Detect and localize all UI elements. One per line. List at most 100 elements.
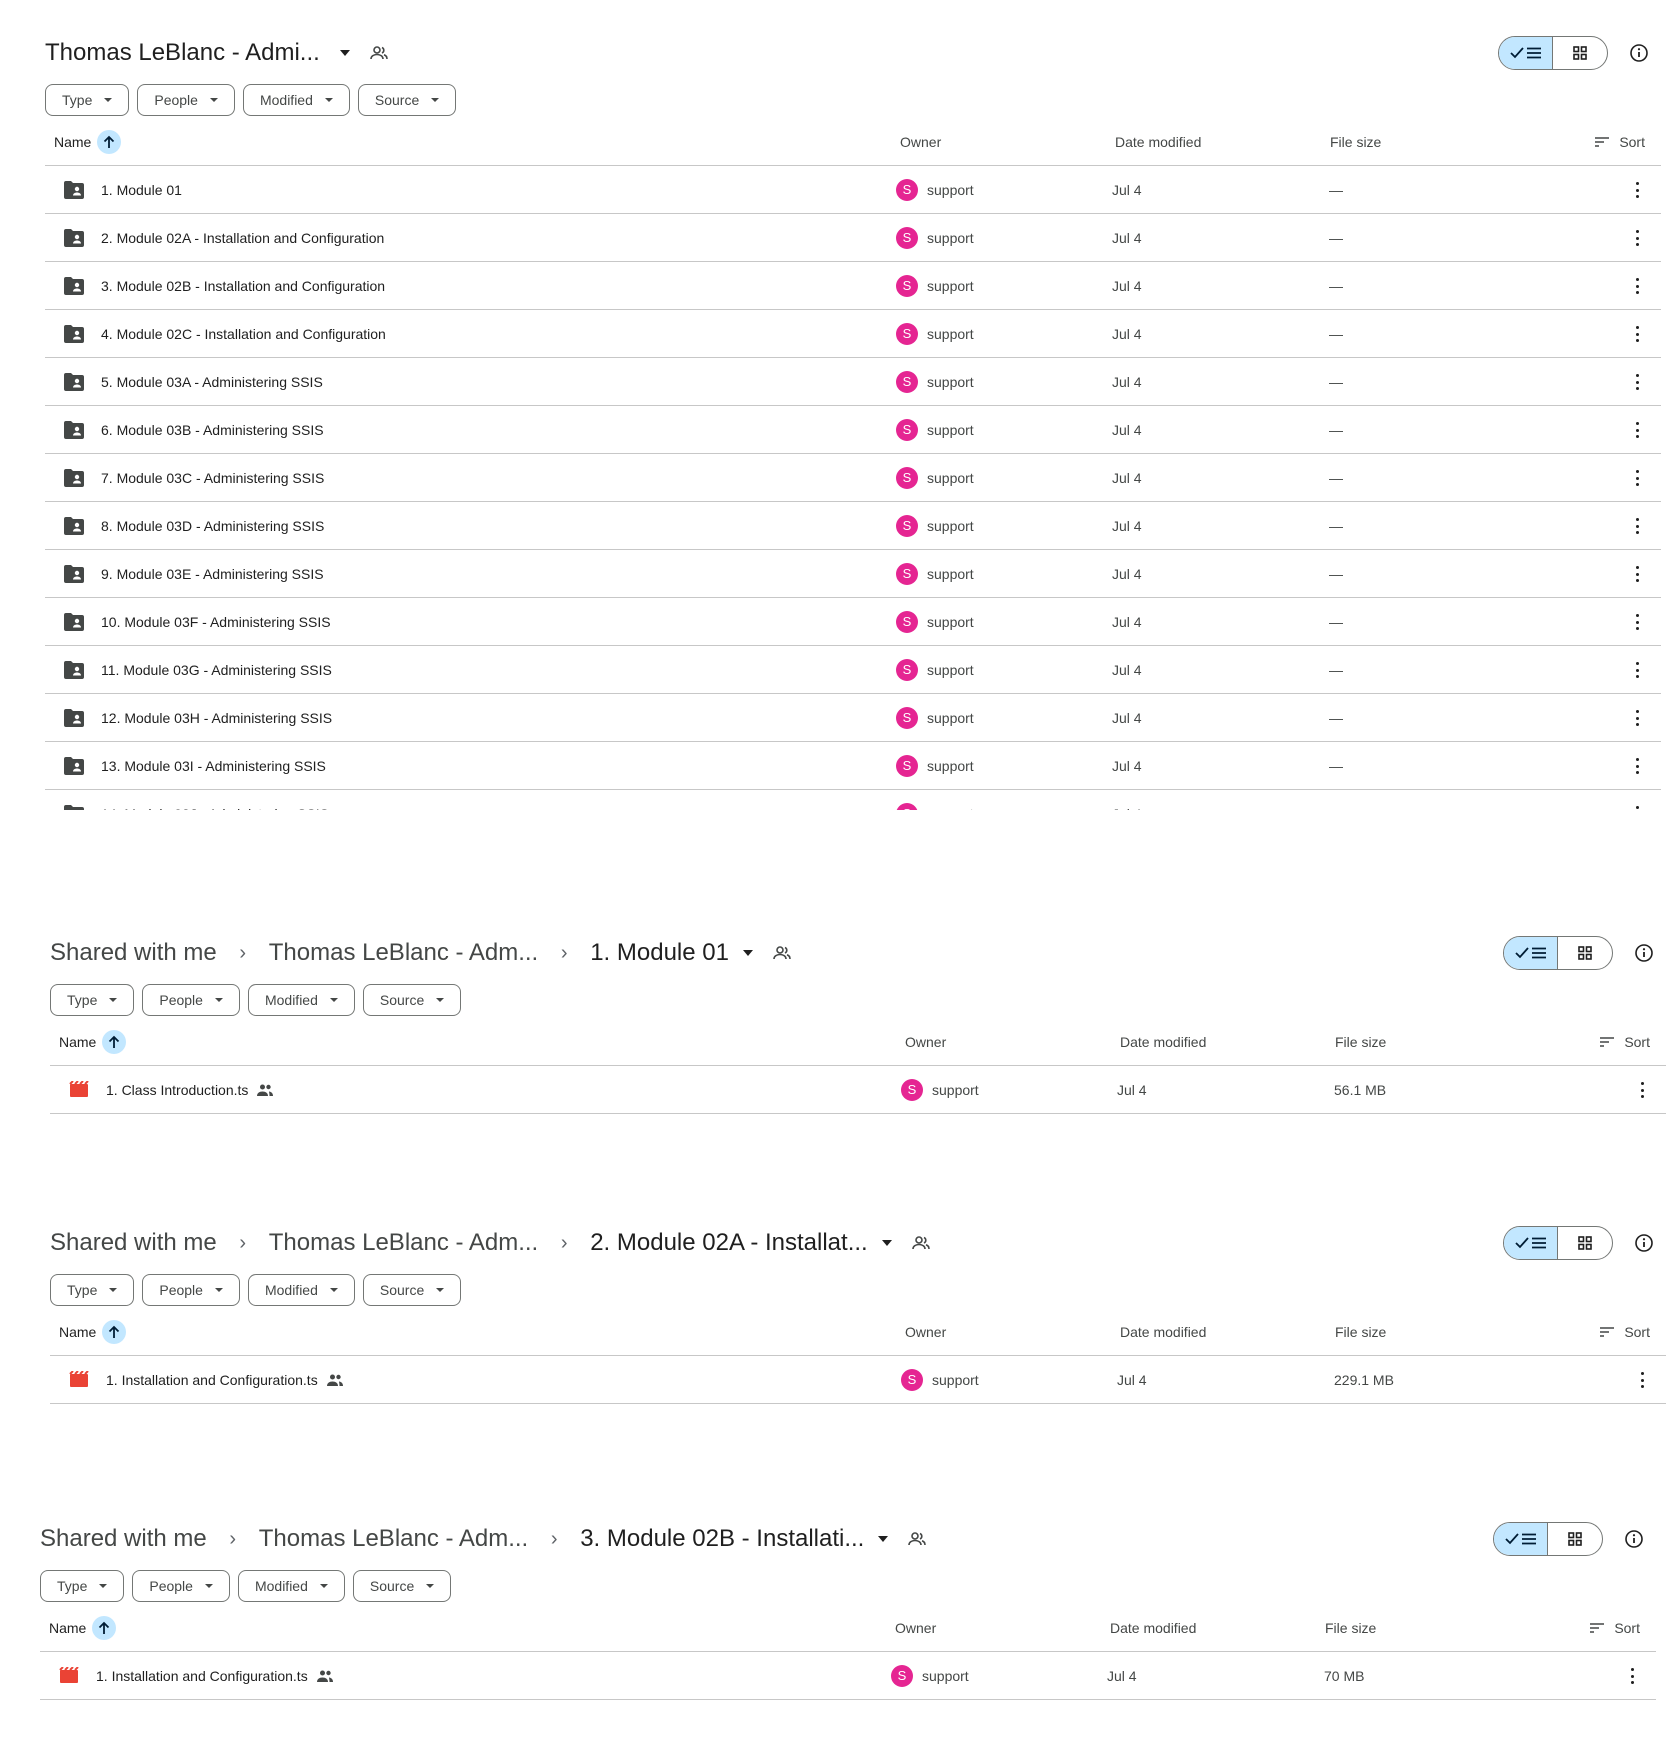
caret-down-icon[interactable] <box>881 1240 892 1246</box>
grid-view-button[interactable] <box>1558 937 1612 969</box>
filter-modified[interactable]: Modified <box>247 984 355 1016</box>
table-row[interactable]: 4. Module 02C - Installation and Configu… <box>45 310 1661 358</box>
file-name[interactable]: 1. Module 01 <box>101 182 182 198</box>
more-actions-icon[interactable] <box>1635 326 1639 342</box>
file-name[interactable]: 14. Module 03J - Administering SSIS <box>101 806 329 811</box>
filter-source[interactable]: Source <box>362 984 462 1016</box>
sort-button[interactable]: Sort <box>1600 1034 1650 1050</box>
table-row[interactable]: 2. Module 02A - Installation and Configu… <box>45 214 1661 262</box>
breadcrumb-parent[interactable]: Thomas LeBlanc - Adm... <box>258 1525 529 1552</box>
more-actions-icon[interactable] <box>1635 758 1639 774</box>
more-actions-icon[interactable] <box>1635 470 1639 486</box>
filter-modified[interactable]: Modified <box>247 1274 355 1306</box>
info-icon[interactable] <box>1634 943 1654 963</box>
file-name[interactable]: 9. Module 03E - Administering SSIS <box>101 566 324 582</box>
info-icon[interactable] <box>1634 1233 1654 1253</box>
filter-type[interactable]: Type <box>50 984 135 1016</box>
grid-view-button[interactable] <box>1558 1227 1612 1259</box>
column-file-size[interactable]: File size <box>1325 1619 1377 1636</box>
more-actions-icon[interactable] <box>1635 710 1639 726</box>
filter-modified[interactable]: Modified <box>237 1570 345 1602</box>
caret-down-icon[interactable] <box>878 1536 889 1542</box>
more-actions-icon[interactable] <box>1635 662 1639 678</box>
sort-button[interactable]: Sort <box>1600 1324 1650 1340</box>
column-owner[interactable]: Owner <box>905 1323 947 1340</box>
breadcrumb-shared-with-me[interactable]: Shared with me <box>40 1525 207 1552</box>
column-name[interactable]: Name <box>54 129 122 154</box>
sort-button[interactable]: Sort <box>1590 1620 1640 1636</box>
more-actions-icon[interactable] <box>1635 422 1639 438</box>
breadcrumb-parent[interactable]: Thomas LeBlanc - Adm... <box>268 939 539 966</box>
file-name[interactable]: 12. Module 03H - Administering SSIS <box>101 710 332 726</box>
table-row[interactable]: 3. Module 02B - Installation and Configu… <box>45 262 1661 310</box>
column-file-size[interactable]: File size <box>1335 1323 1387 1340</box>
grid-view-button[interactable] <box>1548 1523 1602 1555</box>
file-name[interactable]: 13. Module 03I - Administering SSIS <box>101 758 326 774</box>
table-row[interactable]: 14. Module 03J - Administering SSIS Ssupp… <box>45 790 1661 810</box>
filter-modified[interactable]: Modified <box>242 84 350 116</box>
breadcrumb-current[interactable]: 3. Module 02B - Installati... <box>580 1525 865 1552</box>
filter-source[interactable]: Source <box>362 1274 462 1306</box>
breadcrumb-shared-with-me[interactable]: Shared with me <box>50 1229 217 1256</box>
filter-people[interactable]: People <box>142 984 240 1016</box>
filter-people[interactable]: People <box>142 1274 240 1306</box>
file-name[interactable]: 3. Module 02B - Installation and Configu… <box>101 278 385 294</box>
column-date-modified[interactable]: Date modified <box>1120 1323 1207 1340</box>
file-name[interactable]: 5. Module 03A - Administering SSIS <box>101 374 323 390</box>
filter-people[interactable]: People <box>137 84 235 116</box>
more-actions-icon[interactable] <box>1640 1372 1644 1388</box>
column-date-modified[interactable]: Date modified <box>1110 1619 1197 1636</box>
column-owner[interactable]: Owner <box>895 1619 937 1636</box>
more-actions-icon[interactable] <box>1635 614 1639 630</box>
list-view-button[interactable] <box>1504 937 1559 969</box>
column-date-modified[interactable]: Date modified <box>1115 133 1202 150</box>
sort-ascending-icon[interactable] <box>102 1319 127 1344</box>
more-actions-icon[interactable] <box>1635 566 1639 582</box>
grid-view-button[interactable] <box>1553 37 1607 69</box>
file-name[interactable]: 2. Module 02A - Installation and Configu… <box>101 230 384 246</box>
column-file-size[interactable]: File size <box>1330 133 1382 150</box>
more-actions-icon[interactable] <box>1635 182 1639 198</box>
file-name[interactable]: 6. Module 03B - Administering SSIS <box>101 422 324 438</box>
more-actions-icon[interactable] <box>1635 374 1639 390</box>
file-name[interactable]: 1. Class Introduction.ts <box>106 1082 274 1098</box>
sort-ascending-icon[interactable] <box>97 129 122 154</box>
file-name[interactable]: 10. Module 03F - Administering SSIS <box>101 614 331 630</box>
column-owner[interactable]: Owner <box>905 1033 947 1050</box>
info-icon[interactable] <box>1624 1529 1644 1549</box>
more-actions-icon[interactable] <box>1635 230 1639 246</box>
filter-source[interactable]: Source <box>357 84 457 116</box>
file-name[interactable]: 8. Module 03D - Administering SSIS <box>101 518 324 534</box>
breadcrumb-current[interactable]: Thomas LeBlanc - Admi... <box>45 39 320 66</box>
filter-type[interactable]: Type <box>50 1274 135 1306</box>
list-view-button[interactable] <box>1494 1523 1549 1555</box>
filter-type[interactable]: Type <box>45 84 130 116</box>
caret-down-icon[interactable] <box>339 50 350 56</box>
sort-button[interactable]: Sort <box>1595 134 1645 150</box>
file-name[interactable]: 1. Installation and Configuration.ts <box>96 1668 333 1684</box>
file-name[interactable]: 1. Installation and Configuration.ts <box>106 1372 343 1388</box>
file-name[interactable]: 7. Module 03C - Administering SSIS <box>101 470 324 486</box>
file-name[interactable]: 11. Module 03G - Administering SSIS <box>101 662 332 678</box>
sort-ascending-icon[interactable] <box>102 1029 127 1054</box>
filter-people[interactable]: People <box>132 1570 230 1602</box>
more-actions-icon[interactable] <box>1635 806 1639 810</box>
more-actions-icon[interactable] <box>1635 278 1639 294</box>
caret-down-icon[interactable] <box>742 950 753 956</box>
breadcrumb-current[interactable]: 2. Module 02A - Installat... <box>590 1229 868 1256</box>
column-owner[interactable]: Owner <box>900 133 942 150</box>
column-name[interactable]: Name <box>59 1029 127 1054</box>
list-view-button[interactable] <box>1504 1227 1559 1259</box>
breadcrumb-shared-with-me[interactable]: Shared with me <box>50 939 217 966</box>
